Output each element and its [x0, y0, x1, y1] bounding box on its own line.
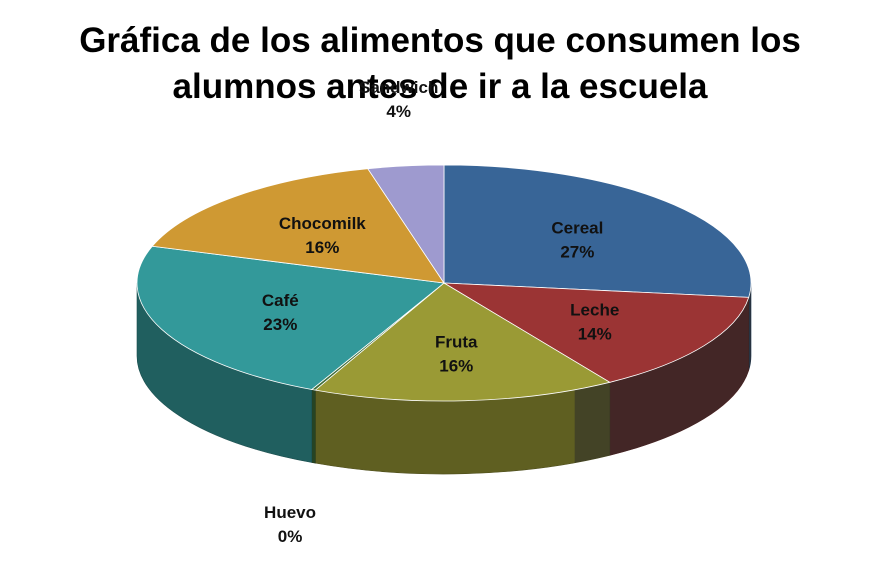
chart-title: Gráfica de los alimentos que consumen lo… — [0, 18, 880, 110]
slice-chocomilk — [151, 168, 445, 284]
slice-leche — [443, 282, 750, 383]
slice-category-label: Café — [262, 291, 299, 310]
slice-percent-label: 4% — [386, 102, 411, 121]
slice-percent-label: 27% — [560, 243, 594, 262]
slice-side-huevo — [311, 389, 316, 464]
slice-label-leche: Leche 14% — [570, 300, 619, 343]
slice-label-sandwich: Sandwich 4% — [359, 78, 438, 121]
slice-label-cereal: Cereal 27% — [551, 219, 603, 262]
slice-percent-label: 0% — [278, 527, 303, 546]
chart-title-line-1: Gráfica de los alimentos que consumen lo… — [79, 21, 801, 60]
slice-category-label: Huevo — [264, 503, 316, 522]
slice-sandwich — [367, 164, 445, 285]
slice-cafe — [136, 245, 445, 390]
slice-percent-label: 16% — [305, 238, 339, 257]
slice-cereal — [443, 164, 752, 298]
slice-category-label: Leche — [570, 300, 619, 319]
slice-label-chocomilk: Chocomilk 16% — [279, 214, 366, 257]
pie-side-shadow — [574, 283, 751, 463]
slice-category-label: Sandwich — [359, 78, 438, 97]
slice-label-huevo: Huevo 0% — [264, 503, 316, 546]
slice-label-cafe: Café 23% — [262, 291, 299, 334]
slice-fruta — [314, 282, 611, 402]
slice-category-label: Fruta — [435, 332, 478, 351]
slice-category-label: Cereal — [551, 219, 603, 238]
slice-percent-label: 16% — [439, 356, 473, 375]
slice-label-fruta: Fruta 16% — [435, 332, 478, 375]
slice-percent-label: 23% — [263, 315, 297, 334]
slice-category-label: Chocomilk — [279, 214, 366, 233]
slice-percent-label: 14% — [578, 324, 612, 343]
chart-title-line-2: alumnos antes de ir a la escuela — [172, 67, 708, 106]
